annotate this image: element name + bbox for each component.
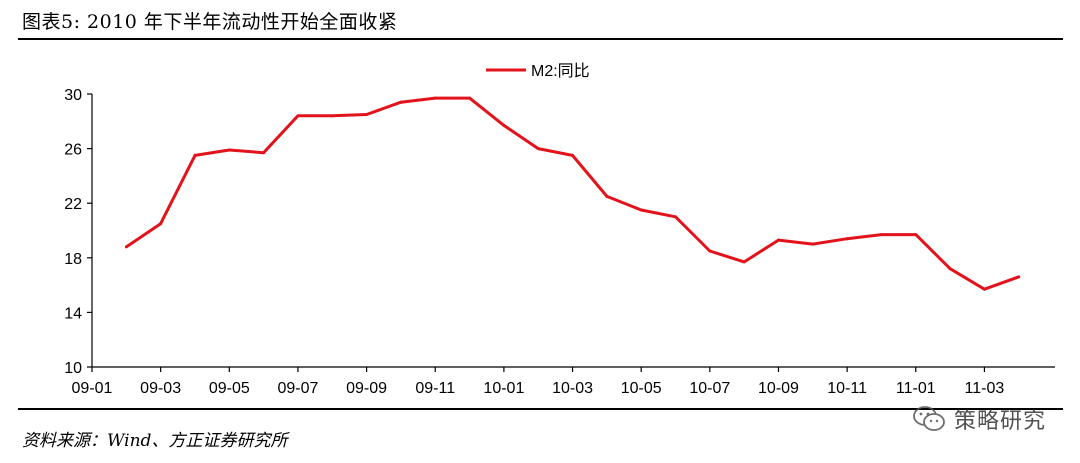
data-point [1017,275,1021,279]
chart-axes [91,94,1055,368]
x-tick-label: 09-03 [140,380,181,397]
data-point [365,112,369,116]
x-tick-label: 11-03 [965,380,1005,397]
data-point [639,208,643,212]
data-point [193,153,197,157]
x-tick-label: 10-01 [483,380,524,397]
data-point [536,147,540,151]
chart-legend: M2:同比 [486,62,590,80]
watermark-text: 策略研究 [953,409,1046,434]
y-tick-label: 30 [64,87,82,104]
data-point [605,194,609,198]
data-point [879,233,883,237]
x-tick-label: 11-01 [896,380,936,397]
data-point [159,222,163,226]
x-tick-label: 10-07 [689,380,730,397]
x-tick-label: 09-05 [209,380,250,397]
wechat-icon [913,406,945,431]
bottom-rule [18,408,1063,410]
data-point [948,267,952,271]
y-axis-ticks: 10 14 18 22 26 30 [64,87,92,377]
x-axis-ticks: 09-01 09-03 09-05 09-07 09-09 09-11 10-01 10-03… [72,367,1005,397]
x-tick-label: 09-11 [415,380,455,397]
data-point [502,123,506,127]
data-point [776,238,780,242]
data-point [296,114,300,118]
x-tick-label: 10-05 [621,380,662,397]
data-point [330,114,334,118]
data-point [914,233,918,237]
x-tick-label: 09-01 [72,380,113,397]
data-point [674,215,678,219]
data-point [845,237,849,241]
y-tick-label: 14 [64,305,82,322]
watermark: 策略研究 [912,403,1046,435]
y-tick-label: 26 [64,142,82,159]
data-point [982,287,986,291]
source-note: 资料来源：Wind、方正证券研究所 [22,431,288,451]
data-point [571,153,575,157]
series-group [124,96,1021,291]
x-tick-label: 10-03 [552,380,593,397]
legend-label: M2:同比 [531,62,590,80]
y-tick-label: 18 [64,251,82,268]
y-tick-label: 10 [64,360,82,377]
x-tick-label: 09-09 [346,380,387,397]
data-point [262,151,266,155]
figure-title: 图表5: 2010 年下半年流动性开始全面收紧 [22,11,398,33]
x-tick-label: 10-09 [758,380,799,397]
data-point [433,96,437,100]
y-tick-label: 22 [64,196,82,213]
top-rule [18,38,1063,40]
series-line-m2 [125,96,1020,291]
data-point [468,96,472,100]
x-tick-label: 10-11 [827,380,867,397]
data-point [708,249,712,253]
data-point [742,260,746,264]
x-tick-label: 09-07 [277,380,318,397]
data-point [227,148,231,152]
data-point [124,245,128,249]
data-point [811,242,815,246]
data-point [399,100,403,104]
